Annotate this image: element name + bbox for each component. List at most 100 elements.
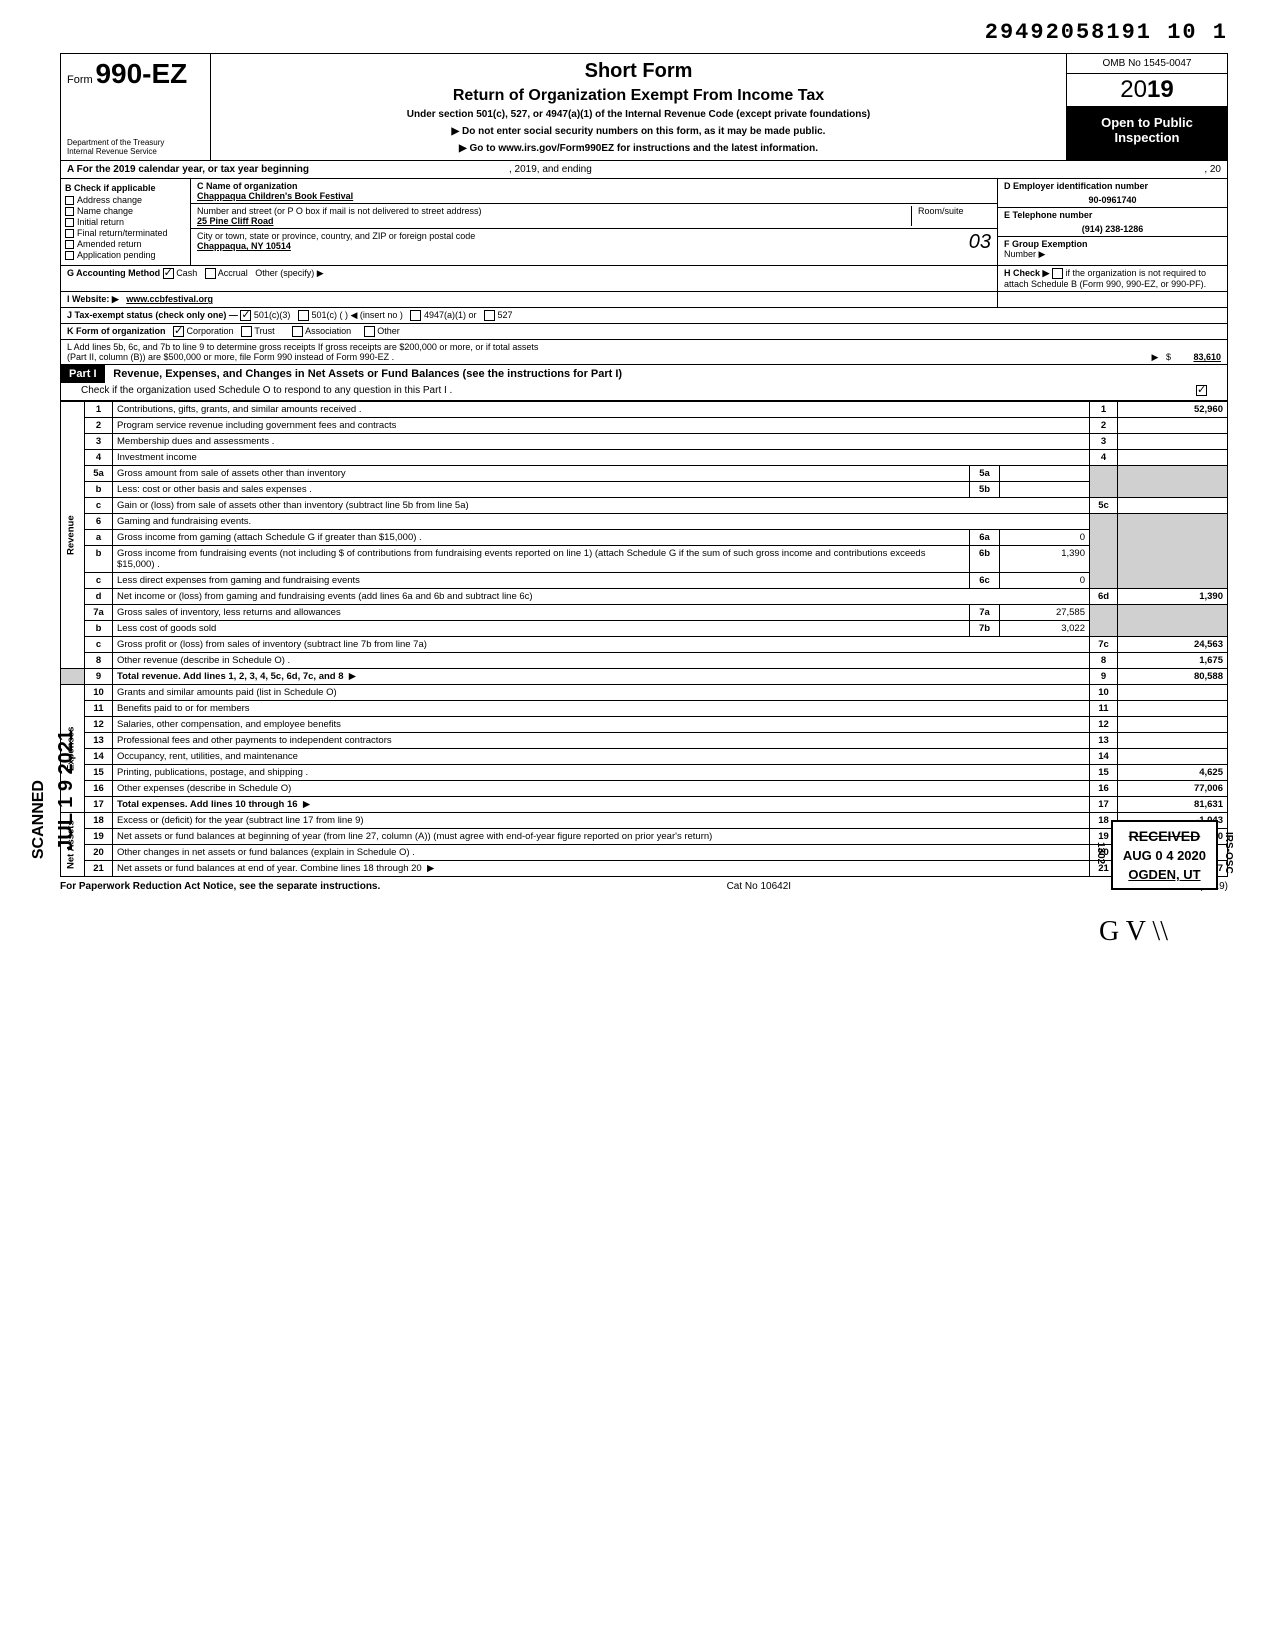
form-number: 990-EZ [95,58,187,89]
line-box: 13 [1090,733,1118,749]
line-num: 10 [85,685,113,701]
city-label: City or town, state or province, country… [197,231,969,241]
line-desc: Net income or (loss) from gaming and fun… [117,591,533,602]
line-num: 9 [85,669,113,685]
line-desc: Gaming and fundraising events. [117,516,251,527]
chk-initial-return[interactable]: Initial return [65,217,186,227]
line-desc: Salaries, other compensation, and employ… [117,719,341,730]
chk-corporation[interactable] [173,326,184,337]
sub-val: 27,585 [1000,605,1090,621]
line-desc: Less: cost or other basis and sales expe… [117,484,312,495]
chk-schedule-o[interactable] [1196,385,1207,396]
chk-app-pending[interactable]: Application pending [65,250,186,260]
line-desc: Grants and similar amounts paid (list in… [117,687,337,698]
phone-label: E Telephone number [1004,210,1221,220]
line-desc: Other revenue (describe in Schedule O) . [117,655,290,666]
part1-title: Revenue, Expenses, and Changes in Net As… [107,365,628,383]
chk-label: Amended return [77,239,142,249]
line-desc: Gross profit or (loss) from sales of inv… [117,639,427,650]
dept-line2: Internal Revenue Service [67,147,204,156]
line-val [1118,434,1228,450]
section-h: H Check ▶ if the organization is not req… [997,266,1227,291]
line-box: 9 [1090,669,1118,685]
form-of-org-label: K Form of organization [67,326,166,336]
line-box: 1 [1090,402,1118,418]
line-val [1118,418,1228,434]
line-num: 20 [85,845,113,861]
chk-name-change[interactable]: Name change [65,206,186,216]
sub-num: 6c [970,573,1000,589]
chk-amended[interactable]: Amended return [65,239,186,249]
line-desc: Membership dues and assessments . [117,436,274,447]
line-desc: Contributions, gifts, grants, and simila… [117,404,361,415]
website-value: www.ccbfestival.org [126,294,213,304]
chk-501c3[interactable] [240,310,251,321]
row-a-mid: , 2019, and ending [509,164,592,175]
line-desc: Program service revenue including govern… [117,420,396,431]
sub-num: 6a [970,530,1000,546]
chk-trust[interactable] [241,326,252,337]
part1-sub: Check if the organization used Schedule … [81,385,452,396]
chk-final-return[interactable]: Final return/terminated [65,228,186,238]
chk-association[interactable] [292,326,303,337]
chk-schedule-b[interactable] [1052,268,1063,279]
row-j: J Tax-exempt status (check only one) — 5… [60,308,1228,324]
instr-goto: ▶ Go to www.irs.gov/Form990EZ for instru… [219,143,1058,154]
line-num: b [85,482,113,498]
accounting-method-label: G Accounting Method [67,268,160,278]
chk-label: Address change [77,195,142,205]
org-name-value: Chappaqua Children's Book Festival [197,191,991,201]
document-number: 29492058191 10 1 [60,20,1228,45]
line-num: 15 [85,765,113,781]
chk-address-change[interactable]: Address change [65,195,186,205]
line-box: 12 [1090,717,1118,733]
opt-527: 527 [498,310,513,320]
chk-other-org[interactable] [364,326,375,337]
line-val [1118,717,1228,733]
info-grid: B Check if applicable Address change Nam… [60,179,1228,266]
chk-label: Name change [77,206,133,216]
line-num: b [85,546,113,573]
line-box: 8 [1090,653,1118,669]
handwritten-03: 03 [969,231,991,254]
section-b: B Check if applicable Address change Nam… [61,179,191,265]
scanned-stamp: SCANNED [30,780,48,859]
tax-year: 2019 [1067,74,1227,107]
received-stamp: RECEIVED AUG 0 4 2020 OGDEN, UT IRS-OSC … [1111,820,1218,890]
line-desc: Net assets or fund balances at beginning… [117,831,712,842]
return-title: Return of Organization Exempt From Incom… [219,87,1058,105]
sub-val: 1,390 [1000,546,1090,573]
sub-num: 6b [970,546,1000,573]
header-left: Form 990-EZ Department of the Treasury I… [61,54,211,160]
website-label: I Website: ▶ [67,294,119,304]
line-box: 4 [1090,450,1118,466]
line-val: 1,675 [1118,653,1228,669]
chk-label: Initial return [77,217,124,227]
line-num: a [85,530,113,546]
line-val: 1,390 [1118,589,1228,605]
line-val [1118,498,1228,514]
chk-527[interactable] [484,310,495,321]
part1-table: Revenue 1 Contributions, gifts, grants, … [60,401,1228,877]
line-val: 24,563 [1118,637,1228,653]
line-desc: Net assets or fund balances at end of ye… [117,863,422,874]
line-desc: Benefits paid to or for members [117,703,250,714]
line-desc: Other changes in net assets or fund bala… [117,847,415,858]
year-bold: 19 [1147,76,1174,103]
chk-4947[interactable] [410,310,421,321]
chk-label: Final return/terminated [77,228,168,238]
line-val [1118,701,1228,717]
line-box: 15 [1090,765,1118,781]
line-val: 52,960 [1118,402,1228,418]
line-desc: Gross income from gaming (attach Schedul… [117,532,422,543]
accrual-label: Accrual [218,268,248,278]
line-box: 5c [1090,498,1118,514]
chk-accrual[interactable] [205,268,216,279]
line-num: d [85,589,113,605]
chk-cash[interactable] [163,268,174,279]
revenue-side-label: Revenue [61,402,85,669]
sub-val: 0 [1000,573,1090,589]
line-num: 4 [85,450,113,466]
org-name-row: C Name of organization Chappaqua Childre… [191,179,997,204]
chk-501c[interactable] [298,310,309,321]
